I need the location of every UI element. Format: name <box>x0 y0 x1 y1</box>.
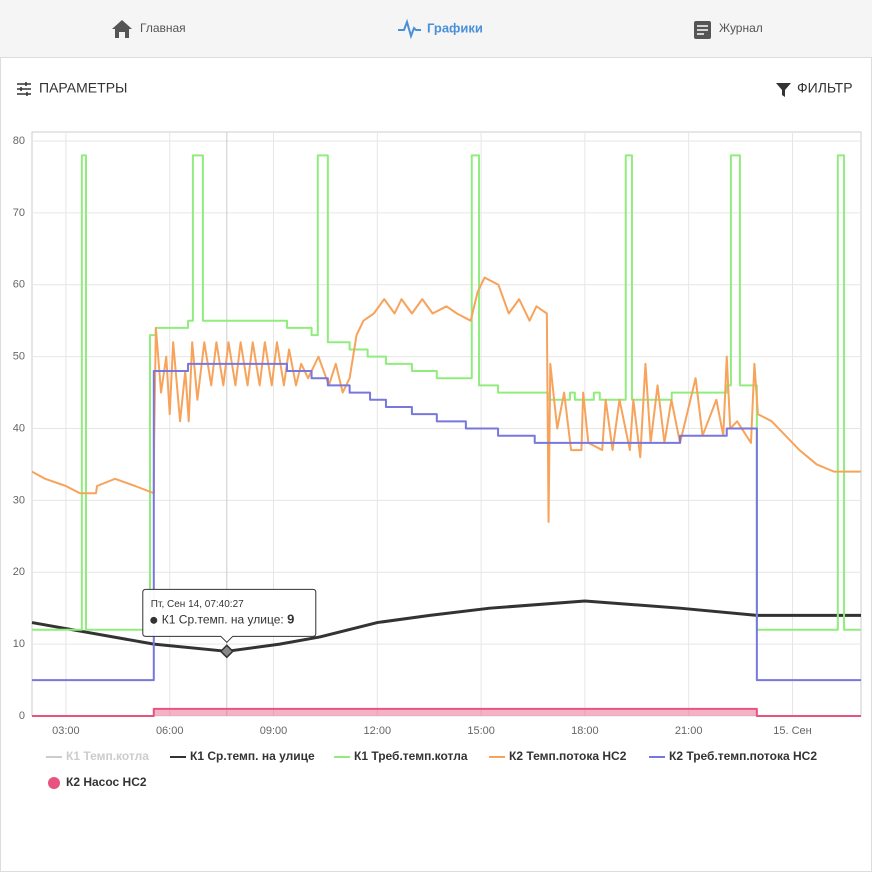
params-icon-knobs <box>20 82 28 96</box>
params-button[interactable]: ПАРАМЕТРЫ <box>17 80 127 96</box>
x-tick-label: 15. Сен <box>773 725 811 737</box>
nav-label: Графики <box>427 20 483 35</box>
tooltip-title: Пт, Сен 14, 07:40:27 <box>151 599 244 610</box>
legend-label: К2 Треб.темп.потока НС2 <box>669 749 817 763</box>
tooltip-box <box>142 588 317 644</box>
tooltip-line: К1 Ср.темп. на улице: 9 <box>162 612 295 627</box>
series-line <box>31 276 861 523</box>
legend-label: К1 Ср.темп. на улице <box>190 749 315 763</box>
tooltip-value: 9 <box>287 612 294 627</box>
series-line <box>32 707 861 717</box>
nav-home[interactable]: Главная <box>112 20 186 38</box>
y-tick-label: 70 <box>13 207 25 219</box>
filter-icon <box>776 83 791 97</box>
home-icon <box>112 20 132 38</box>
nav-bar <box>0 0 872 57</box>
nav-label: Журнал <box>719 21 763 35</box>
x-tick-label: 06:00 <box>156 725 184 737</box>
params-icon <box>17 83 31 95</box>
legend-item[interactable]: К2 Треб.темп.потока НС2 <box>649 749 817 763</box>
y-tick-label: 60 <box>13 279 25 291</box>
nav-charts[interactable]: Графики <box>398 18 483 40</box>
nav-label: Главная <box>140 21 186 35</box>
legend-label: К2 Насос НС2 <box>66 775 147 789</box>
charts-icon <box>398 18 421 40</box>
y-tick-label: 10 <box>13 638 25 650</box>
x-tick-label: 21:00 <box>675 725 703 737</box>
legend-label: К2 Темп.потока НС2 <box>509 749 627 763</box>
tooltip-series: К1 Ср.темп. на улице <box>162 612 281 626</box>
y-tick-label: 80 <box>13 135 25 147</box>
legend-label: К1 Треб.темп.котла <box>354 749 468 763</box>
x-tick-label: 15:00 <box>467 725 495 737</box>
legend-item[interactable]: К1 Ср.темп. на улице <box>170 749 315 763</box>
series-area <box>32 708 861 716</box>
params-label: ПАРАМЕТРЫ <box>39 80 127 96</box>
x-tick-label: 09:00 <box>260 725 288 737</box>
hover-marker <box>219 644 234 659</box>
filter-label: ФИЛЬТР <box>797 80 853 96</box>
legend-item[interactable]: К2 Темп.потока НС2 <box>489 749 627 763</box>
x-tick-label: 18:00 <box>571 725 599 737</box>
filter-button[interactable]: ФИЛЬТР <box>776 80 853 97</box>
legend-item[interactable]: К1 Треб.темп.котла <box>334 749 468 763</box>
y-tick-label: 0 <box>19 710 25 722</box>
log-icon-lines <box>697 25 708 35</box>
x-tick-label: 03:00 <box>52 725 80 737</box>
x-tick-label: 12:00 <box>364 725 392 737</box>
legend-item[interactable]: К1 Темп.котла <box>46 749 149 763</box>
y-tick-label: 40 <box>13 422 25 434</box>
series-line <box>31 599 861 653</box>
y-tick-label: 20 <box>13 566 25 578</box>
legend-label: К1 Темп.котла <box>66 749 149 763</box>
legend-symbol <box>48 777 60 789</box>
y-tick-label: 30 <box>13 494 25 506</box>
y-tick-label: 50 <box>13 351 25 363</box>
series-line <box>32 362 861 682</box>
legend-item[interactable]: К2 Насос НС2 <box>48 775 147 789</box>
series-line <box>32 154 861 631</box>
tooltip-dot <box>150 616 158 624</box>
nav-log[interactable]: Журнал <box>694 21 763 39</box>
